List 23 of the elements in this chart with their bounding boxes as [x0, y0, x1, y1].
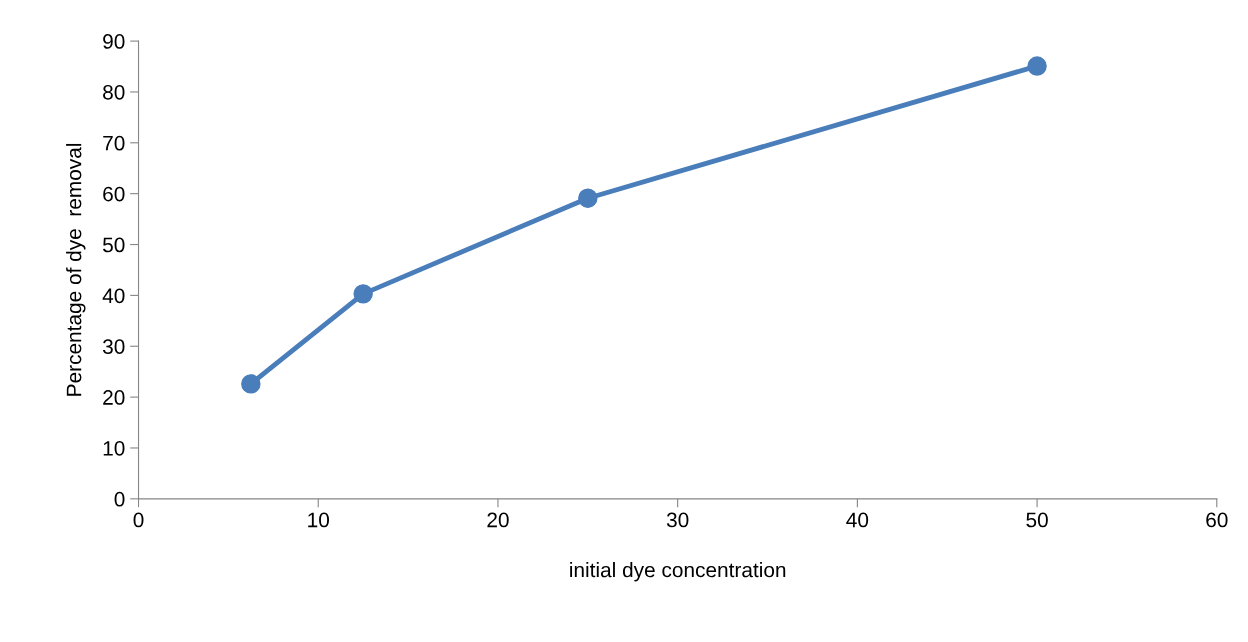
x-tick-label: 60	[1206, 512, 1228, 528]
y-tick-label: 30	[102, 339, 125, 355]
x-tick-label: 50	[1026, 512, 1048, 528]
y-tick-label: 90	[103, 34, 125, 49]
x-tick-label: 0	[133, 512, 144, 528]
x-tick-label: 20	[487, 512, 509, 528]
x-tick-label: 30	[666, 512, 689, 528]
point	[1027, 56, 1047, 76]
y-axis-title: Percentage of dye removal	[66, 143, 86, 396]
y-tick-label: 80	[103, 84, 125, 100]
y-tick-label: 50	[103, 237, 125, 253]
x-tick-label: 40	[846, 512, 869, 528]
point	[578, 188, 598, 208]
y-tick-label: 40	[102, 288, 125, 304]
y-tick-label: 10	[103, 440, 125, 456]
y-tick-label: 20	[103, 390, 125, 405]
y-tick-label: 60	[103, 186, 125, 202]
point	[241, 374, 261, 394]
y-tick-label: 0	[114, 491, 125, 507]
x-tick-label: 10	[308, 512, 330, 528]
x-axis-title: initial dye concentration	[570, 562, 786, 582]
point	[353, 284, 373, 304]
y-tick-label: 70	[103, 135, 125, 151]
